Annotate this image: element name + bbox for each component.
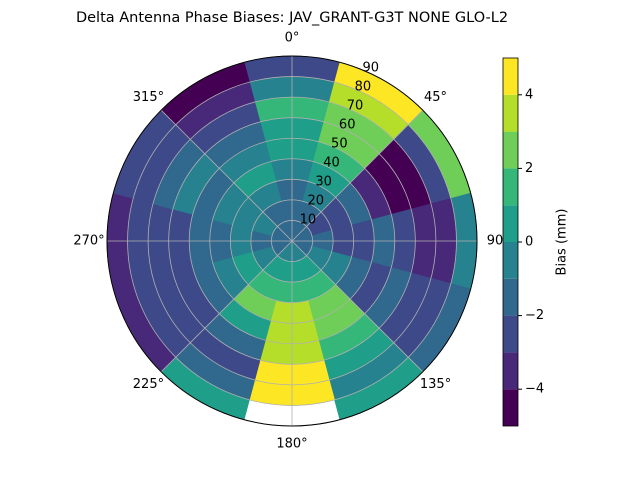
radial-tick-label: 70 [347,99,364,114]
angular-tick-label: 315° [133,90,164,105]
angular-tick-label: 180° [276,437,307,452]
colorbar-segment [503,94,518,132]
colorbar-segment [503,58,518,95]
colorbar-segment [503,242,518,279]
radial-tick-label: 40 [323,156,340,171]
radial-tick-label: 10 [300,213,317,228]
angular-tick-label: 0° [285,31,300,46]
colorbar-tick-label: −2 [525,308,544,323]
radial-tick-label: 90 [363,61,380,76]
colorbar-segment [503,205,518,242]
colorbar-tick-label: 0 [525,235,533,250]
radial-tick-label: 80 [355,80,372,95]
angular-grid-line [291,240,424,373]
angular-grid-line [160,109,293,242]
colorbar-tick-label: −4 [525,382,544,397]
colorbar-segment [503,389,518,426]
angular-tick-label: 90 [487,234,504,249]
colorbar-segment [503,278,518,316]
radial-tick-label: 60 [339,118,356,133]
colorbar-tick-label: 4 [525,87,533,102]
colorbar-segment [503,131,518,169]
angular-tick-label: 225° [133,377,164,392]
radial-tick-label: 50 [331,137,348,152]
colorbar-segment [503,352,518,390]
colorbar-label: Bias (mm) [555,209,570,276]
polar-frame [106,55,478,427]
colorbar-segment [503,168,518,206]
radial-tick-label: 20 [307,194,324,209]
chart-title: Delta Antenna Phase Biases: JAV_GRANT-G3… [76,10,508,26]
angular-tick-label: 45° [424,90,447,105]
colorbar-segment [503,315,518,353]
radial-tick-label: 30 [315,175,332,190]
colorbar-tick-label: 2 [525,161,533,176]
angular-tick-label: 135° [420,377,451,392]
angular-grid-line [160,240,293,373]
angular-grid-line [291,109,424,242]
angular-tick-label: 270° [73,234,104,249]
